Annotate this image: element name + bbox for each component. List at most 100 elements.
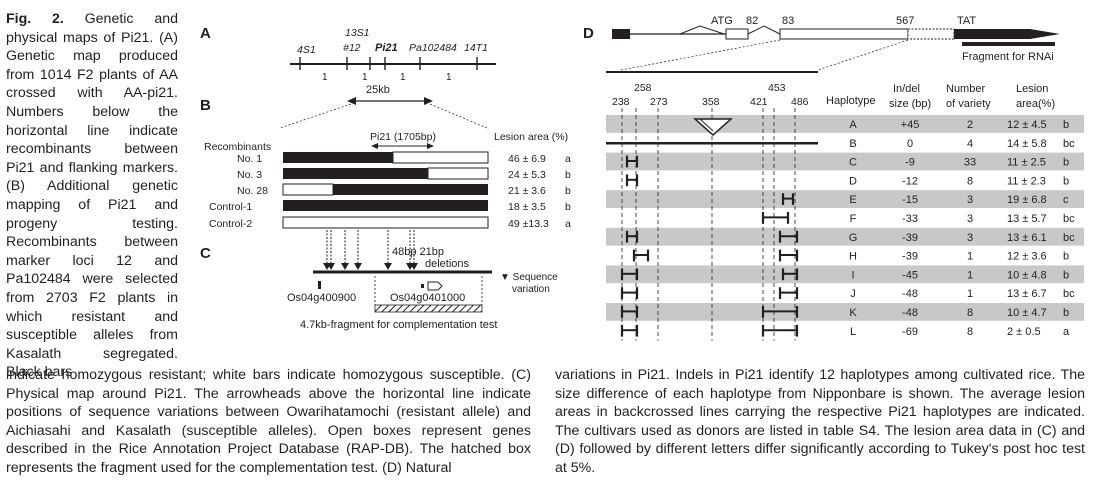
indel-size: -9 xyxy=(905,157,915,169)
lesion-value: 10 ± 4.8 xyxy=(1007,269,1047,281)
pos-273: 273 xyxy=(650,96,668,108)
lesion-value: 13 ± 5.7 xyxy=(1007,213,1047,225)
haplotype-label: C xyxy=(849,157,857,169)
pos-453: 453 xyxy=(768,82,786,94)
deletions-label-2: deletions xyxy=(425,258,470,270)
indel-size: -15 xyxy=(902,194,918,206)
col-number: Number xyxy=(946,83,985,95)
lesion-value: 2 ± 0.5 xyxy=(1007,326,1041,338)
indel-size: -33 xyxy=(902,213,918,225)
indel-size: +45 xyxy=(901,119,920,131)
panel-a-label: A xyxy=(200,25,211,42)
row-label-no28: No. 28 xyxy=(237,185,268,197)
rnai-label: Fragment for RNAi xyxy=(962,51,1054,63)
variety-count: 2 xyxy=(967,119,973,131)
lesion-value: 12 ± 4.5 xyxy=(1007,119,1047,131)
lesion-value: 14 ± 5.8 xyxy=(1007,138,1047,150)
haplotype-rows: A +45 2 12 ± 4.5 bB 0 4 14 ± 5.8 bcC -9 33 11 ± 2.5… xyxy=(606,108,1084,341)
gene-os04g0401000: Os04g0401000 xyxy=(390,292,465,304)
marker-pi21: Pi21 xyxy=(375,42,398,54)
recomb-1: 1 xyxy=(322,72,328,83)
complementation-fragment xyxy=(374,304,483,313)
lesion-no3: 24 ± 5.3 xyxy=(508,169,546,181)
scale-25kb: 25kb xyxy=(366,84,390,96)
figure-caption-side: Fig. 2. Genetic and physical maps of Pi2… xyxy=(6,10,178,382)
lesion-letter: b xyxy=(1063,157,1069,169)
exon-tat: TAT xyxy=(957,15,976,27)
lesion-area-header: Lesion area (%) xyxy=(494,131,568,143)
figure-graphic: A 4S1 13S1 #12 Pi21 Pa102484 14T1 1 1 1 … xyxy=(200,15,1084,341)
row-shade xyxy=(606,227,1084,246)
sequence-variation-label: ▼ Sequence xyxy=(500,272,558,283)
variety-count: 1 xyxy=(967,269,973,281)
variety-count: 4 xyxy=(967,138,973,150)
col-indel-2: size (bp) xyxy=(889,98,931,110)
col-number-2: of variety xyxy=(946,98,991,110)
variety-count: 3 xyxy=(967,232,973,244)
row-label-control2: Control-2 xyxy=(209,218,252,230)
lesion-value: 13 ± 6.7 xyxy=(1007,288,1047,300)
pi21-gene-label: Pi21 (1705bp) xyxy=(370,131,436,143)
variety-count: 3 xyxy=(967,194,973,206)
marker-ticks xyxy=(299,57,478,70)
marker-12: #12 xyxy=(343,42,361,54)
variety-count: 8 xyxy=(967,175,973,187)
lesion-value: 19 ± 6.8 xyxy=(1007,194,1047,206)
variety-count: 3 xyxy=(967,213,973,225)
haplotype-label: L xyxy=(850,326,856,338)
row-label-no1: No. 1 xyxy=(237,153,262,165)
figure-caption-bottom-left: indicate homozygous resistant; white bar… xyxy=(6,367,531,476)
letter-no28: b xyxy=(565,185,571,197)
lesion-control1: 18 ± 3.5 xyxy=(508,201,546,213)
marker-pa102484: Pa102484 xyxy=(409,42,457,54)
indel-size: -12 xyxy=(902,175,918,187)
panel-c-label: C xyxy=(200,245,211,262)
marker-13s1: 13S1 xyxy=(345,27,370,39)
variety-count: 8 xyxy=(967,307,973,319)
lesion-letter: c xyxy=(1063,194,1069,206)
marker-14t1: 14T1 xyxy=(464,42,488,54)
lesion-letter: a xyxy=(1063,326,1070,338)
col-haplotype: Haplotype xyxy=(826,95,876,107)
row-label-no3: No. 3 xyxy=(237,169,262,181)
lesion-value: 12 ± 3.6 xyxy=(1007,251,1047,263)
haplotype-label: B xyxy=(849,138,856,150)
deletions-label: 48bp 21bp xyxy=(392,246,444,258)
indel-size: 0 xyxy=(907,138,913,150)
recomb-2: 1 xyxy=(362,72,368,83)
letter-no3: b xyxy=(565,169,571,181)
lesion-no28: 21 ± 3.6 xyxy=(508,185,546,197)
lesion-letter: bc xyxy=(1063,213,1075,225)
indel-size: -69 xyxy=(902,326,918,338)
haplotype-label: G xyxy=(849,232,858,244)
lesion-letter: b xyxy=(1063,175,1069,187)
lesion-value: 11 ± 2.5 xyxy=(1007,157,1046,169)
panel-b-label: B xyxy=(200,97,211,114)
lesion-letter: b xyxy=(1063,307,1069,319)
gene-os04g400900: Os04g400900 xyxy=(287,292,356,304)
col-indel: In/del xyxy=(893,83,920,95)
letter-no1: a xyxy=(565,153,571,165)
col-lesion-2: area(%) xyxy=(1016,98,1055,110)
exon-82: 82 xyxy=(746,15,758,27)
pos-238: 238 xyxy=(612,96,630,108)
row-label-control1: Control-1 xyxy=(209,201,252,213)
indel-size: -45 xyxy=(902,269,918,281)
row-shade xyxy=(606,303,1084,321)
lesion-letter: b xyxy=(1063,119,1069,131)
variety-count: 8 xyxy=(967,326,973,338)
lesion-letter: b xyxy=(1063,251,1069,263)
indel-size: -39 xyxy=(902,232,918,244)
lesion-no1: 46 ± 6.9 xyxy=(508,153,546,165)
lesion-letter: bc xyxy=(1063,138,1075,150)
variety-count: 1 xyxy=(967,251,973,263)
pos-486: 486 xyxy=(791,96,809,108)
row-shade xyxy=(606,152,1084,171)
caption-side-text: Genetic and physical maps of Pi21. (A) G… xyxy=(6,11,178,381)
exon-567: 567 xyxy=(896,15,914,27)
lesion-control2: 49 ±13.3 xyxy=(508,218,549,230)
variety-count: 33 xyxy=(964,157,976,169)
recombinants-header: Recombinants xyxy=(204,141,271,153)
indel-size: -48 xyxy=(902,307,918,319)
lesion-letter: bc xyxy=(1063,232,1075,244)
